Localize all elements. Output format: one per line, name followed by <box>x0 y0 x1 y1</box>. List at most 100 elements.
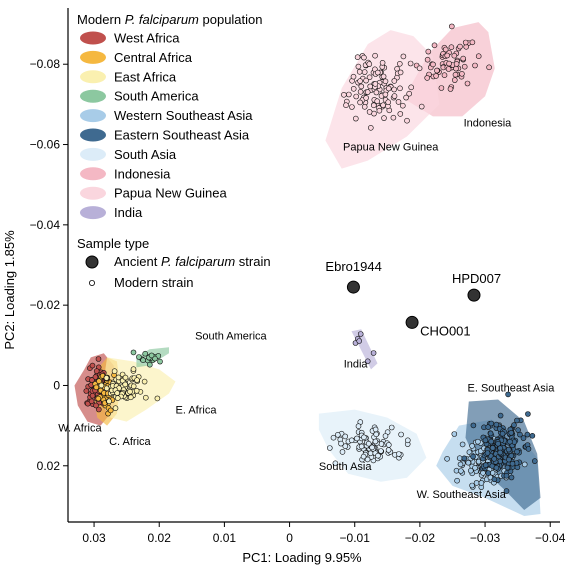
point-eastern-southeast-asia <box>493 464 500 471</box>
point-eastern-southeast-asia <box>511 422 517 428</box>
legend-label-indonesia: Indonesia <box>114 166 171 181</box>
point-papua-new-guinea <box>349 104 355 110</box>
point-eastern-southeast-asia <box>515 427 521 433</box>
point-south-asia <box>382 433 389 439</box>
legend-label-south-america: South America <box>114 89 199 104</box>
point-indonesia <box>434 67 440 74</box>
point-papua-new-guinea <box>418 103 425 110</box>
point-south-asia <box>348 437 355 444</box>
legend-population-title: Modern P. falciparum population <box>77 12 263 27</box>
point-south-asia <box>378 441 385 447</box>
legend-swatch-papua-new-guinea <box>80 186 106 200</box>
point-indonesia <box>430 61 436 68</box>
ancient-label-ebro1944: Ebro1944 <box>325 259 381 274</box>
point-papua-new-guinea <box>350 73 357 80</box>
point-south-asia <box>342 443 349 450</box>
point-eastern-southeast-asia <box>524 431 531 438</box>
point-papua-new-guinea <box>408 84 415 91</box>
point-eastern-southeast-asia <box>505 391 511 398</box>
point-papua-new-guinea <box>403 94 409 101</box>
point-indonesia <box>472 62 478 69</box>
point-eastern-southeast-asia <box>493 421 500 428</box>
point-south-asia <box>332 460 339 467</box>
point-south-asia <box>369 444 375 451</box>
point-papua-new-guinea <box>355 63 362 70</box>
point-papua-new-guinea <box>400 53 407 60</box>
point-papua-new-guinea <box>374 98 381 104</box>
point-indonesia <box>433 73 439 79</box>
point-east-africa <box>106 398 112 405</box>
x-tick-label: 0.03 <box>82 531 106 545</box>
point-indonesia <box>444 52 451 59</box>
point-south-america <box>148 352 155 359</box>
point-indonesia <box>464 80 471 87</box>
y-tick-label: −0.06 <box>30 138 61 152</box>
point-indonesia <box>441 72 448 78</box>
x-tick-label: −0.02 <box>405 531 436 545</box>
point-south-america <box>136 354 142 360</box>
point-western-southeast-asia <box>458 468 464 474</box>
point-papua-new-guinea <box>397 85 403 92</box>
point-eastern-southeast-asia <box>482 462 489 469</box>
point-indonesia <box>461 63 468 70</box>
point-west-africa <box>93 368 100 374</box>
point-eastern-southeast-asia <box>488 438 495 445</box>
legend-swatch-south-america <box>80 89 106 103</box>
point-papua-new-guinea <box>357 78 363 84</box>
point-central-africa <box>96 378 102 385</box>
point-east-africa <box>133 387 140 394</box>
annotation-south-asia: South Asia <box>319 461 372 473</box>
point-east-africa <box>111 368 118 375</box>
point-papua-new-guinea <box>357 99 363 106</box>
point-south-asia <box>375 452 381 459</box>
point-western-southeast-asia <box>454 477 460 484</box>
point-papua-new-guinea <box>399 102 406 109</box>
ancient-point-cho001 <box>405 315 419 329</box>
point-indonesia <box>457 43 463 50</box>
point-western-southeast-asia <box>478 480 485 486</box>
point-papua-new-guinea <box>367 125 374 131</box>
point-papua-new-guinea <box>407 60 414 67</box>
point-central-africa <box>95 395 102 402</box>
point-papua-new-guinea <box>390 114 397 121</box>
point-east-africa <box>127 388 133 395</box>
annotation-papua-new-guinea: Papua New Guinea <box>343 142 439 154</box>
point-eastern-southeast-asia <box>514 417 520 424</box>
point-papua-new-guinea <box>406 90 413 97</box>
legend-swatch-south-asia <box>80 147 106 161</box>
point-east-africa <box>143 394 149 401</box>
point-western-southeast-asia <box>472 464 478 471</box>
point-east-africa <box>130 366 137 373</box>
point-indonesia <box>451 52 458 59</box>
point-papua-new-guinea <box>385 85 392 92</box>
point-east-africa <box>103 385 110 392</box>
ancient-label-hpd007: HPD007 <box>452 271 501 286</box>
point-south-asia <box>395 451 402 457</box>
point-south-america <box>152 355 158 362</box>
legend-ancient-marker <box>85 255 99 269</box>
point-eastern-southeast-asia <box>461 455 468 462</box>
point-papua-new-guinea <box>374 69 381 76</box>
point-eastern-southeast-asia <box>508 429 515 436</box>
point-papua-new-guinea <box>395 99 402 105</box>
point-indonesia <box>475 53 482 60</box>
point-south-america <box>130 349 137 356</box>
annotation-indonesia: Indonesia <box>464 118 513 130</box>
point-eastern-southeast-asia <box>509 460 516 467</box>
legend-swatch-eastern-southeast-asia <box>80 128 106 142</box>
point-eastern-southeast-asia <box>488 420 495 427</box>
legend-swatch-india <box>80 206 106 220</box>
point-western-southeast-asia <box>467 467 474 474</box>
point-south-asia <box>364 456 371 463</box>
point-india <box>364 358 371 365</box>
point-eastern-southeast-asia <box>489 445 496 451</box>
point-papua-new-guinea <box>396 60 403 67</box>
point-india <box>357 331 364 337</box>
legend-sample-type-title: Sample type <box>77 236 149 251</box>
point-south-asia <box>354 435 360 442</box>
point-west-africa <box>95 356 102 362</box>
point-western-southeast-asia <box>521 461 528 468</box>
point-india <box>370 350 377 356</box>
point-eastern-southeast-asia <box>485 470 492 476</box>
point-indonesia <box>486 64 492 71</box>
